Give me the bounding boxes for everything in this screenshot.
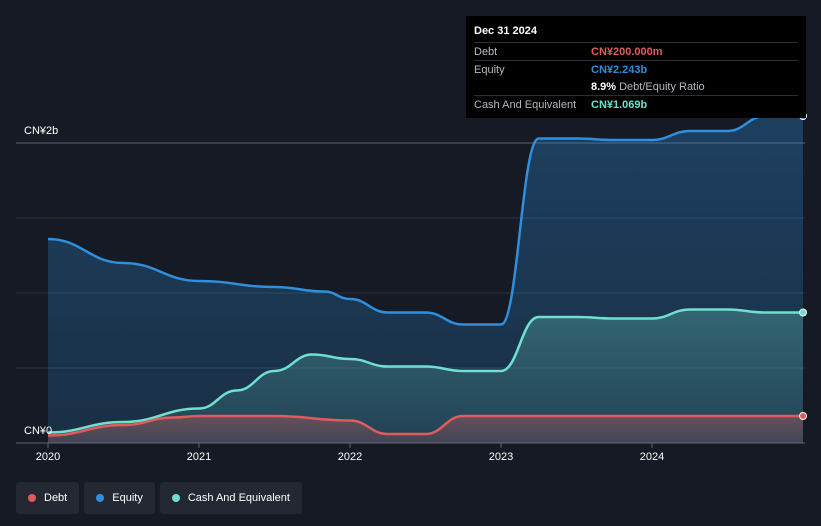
tooltip-debt-value: CN¥200.000m	[591, 45, 663, 58]
tooltip-date: Dec 31 2024	[474, 25, 537, 37]
debt-end-marker	[799, 412, 807, 420]
tooltip-ratio-value: 8.9%	[591, 80, 617, 93]
tooltip-cash-label: Cash And Equivalent	[474, 98, 577, 111]
x-tick-label: 2021	[187, 451, 211, 463]
debt-line	[47, 414, 803, 437]
chart-legend: Debt Equity Cash And Equivalent	[16, 482, 302, 514]
tooltip-debt-label: Debt	[474, 45, 498, 58]
legend-item-cash[interactable]: Cash And Equivalent	[159, 482, 302, 514]
legend-item-equity[interactable]: Equity	[84, 482, 155, 514]
tooltip-row-cash: Cash And Equivalent CN¥1.069b	[474, 95, 798, 113]
x-tick-label: 2022	[338, 451, 362, 463]
x-tick-label: 2024	[640, 451, 664, 463]
equity-line	[47, 114, 803, 326]
y-axis-top-label: CN¥2b	[24, 125, 59, 137]
tooltip-row-equity: Equity CN¥2.243b	[474, 60, 798, 78]
tooltip-ratio-label: Debt/Equity Ratio	[619, 80, 705, 93]
series-lines	[47, 114, 804, 437]
y-axis-bottom-label: CN¥0	[24, 425, 53, 437]
debt-area	[48, 416, 803, 443]
cash-and-equivalent-line	[47, 308, 804, 434]
legend-equity-label: Equity	[112, 492, 143, 504]
legend-cash-label: Cash And Equivalent	[187, 492, 290, 504]
cash-and-equivalent-end-marker	[799, 308, 807, 317]
legend-item-debt[interactable]: Debt	[16, 482, 80, 514]
tooltip-equity-label: Equity	[474, 63, 505, 76]
series-areas	[48, 116, 803, 443]
x-tick-label: 2020	[36, 451, 60, 463]
tooltip-equity-value: CN¥2.243b	[591, 63, 648, 76]
tooltip-row-ratio: 8.9% Debt/Equity Ratio	[474, 78, 798, 95]
equity-dot-icon	[96, 494, 105, 502]
cash-dot-icon	[171, 494, 180, 502]
tooltip-cash-value: CN¥1.069b	[591, 98, 648, 111]
debt-dot-icon	[28, 494, 36, 502]
legend-debt-label: Debt	[44, 492, 68, 504]
x-tick-label: 2023	[489, 451, 513, 463]
cash-and-equivalent-area	[48, 309, 803, 443]
x-axis-ticks: 2020 2021 2022 2023 2024	[36, 443, 664, 463]
tooltip-panel: Dec 31 2024 Debt CN¥200.000m Equity CN¥2…	[466, 16, 806, 118]
tooltip-row-debt: Debt CN¥200.000m	[474, 42, 798, 60]
